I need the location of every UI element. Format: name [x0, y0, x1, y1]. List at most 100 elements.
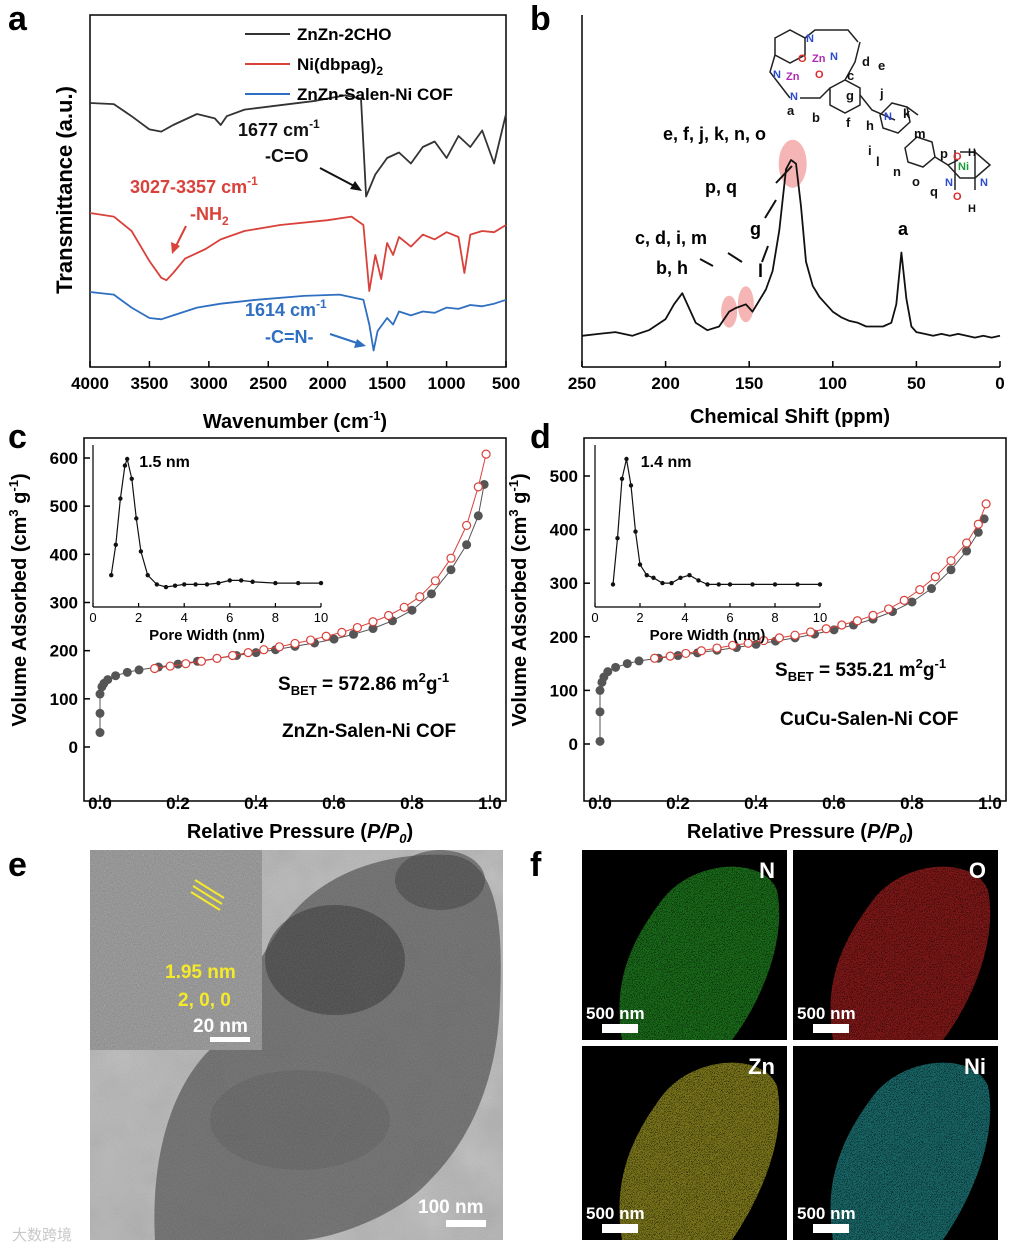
series-line-blue [89, 291, 507, 352]
psd-point [817, 582, 823, 587]
desorption-point [259, 645, 269, 655]
atom-h1: H [968, 147, 976, 159]
annotation-co-wavenumber: 1677 cm-1 [238, 117, 320, 140]
eds-scale-bar-Ni [813, 1224, 849, 1233]
adsorption-point [95, 708, 105, 718]
desorption-point [462, 520, 472, 531]
adsorption-point [595, 707, 605, 717]
pos-k: k [903, 106, 911, 121]
x-tick-label-b-2: 150 [735, 374, 763, 393]
adsorption-point [673, 651, 683, 661]
pos-e: e [878, 58, 885, 73]
pos-i: i [868, 143, 872, 158]
adsorption-point [122, 667, 132, 677]
psd-point [705, 582, 710, 587]
bond-left-bottom [769, 54, 791, 99]
psd-line [612, 458, 820, 586]
scale-label: 100 nm [418, 1197, 483, 1218]
psd-point [172, 583, 178, 588]
pos-p: p [940, 146, 948, 161]
psd-point [716, 582, 721, 587]
inset-x-tick-label-2: 4 [681, 610, 688, 625]
psd-point [727, 582, 733, 587]
psd-point [624, 456, 629, 462]
adsorption-point [111, 671, 121, 681]
desorption-point [981, 499, 991, 509]
x-tick-label-b-4: 50 [907, 374, 926, 393]
adsorption-point [622, 659, 632, 669]
atom-o3: O [953, 151, 962, 163]
adsorption-point [595, 736, 605, 746]
y-tick-label-2-2: 200 [50, 642, 78, 661]
arrow-cdim-left [727, 252, 743, 263]
adsorption-point [973, 527, 983, 537]
psd-point [750, 582, 755, 587]
x-tick-label-3-2: 0.4 [744, 794, 768, 813]
psd-point [619, 476, 625, 481]
y-tick-label-2-5: 500 [50, 497, 78, 516]
psd-point [122, 463, 128, 468]
x-tick-label-3-4: 0.8 [900, 794, 924, 813]
arrow-g [764, 199, 777, 219]
desorption-point [321, 631, 331, 641]
legend-entry-3: ZnZn-Salen-Ni COF [297, 85, 453, 104]
psd-point [193, 582, 198, 587]
atom-h2: H [968, 203, 976, 215]
pos-a: a [787, 103, 795, 118]
psd-point [772, 582, 778, 587]
annotation-arrowhead-co [350, 181, 362, 191]
legend-a: ZnZn-2CHO Ni(dbpag)2 ZnZn-Salen-Ni COF [245, 25, 453, 104]
annotation-arrow-cn [329, 333, 361, 345]
x-tick-label-2-2: 0.4 [244, 794, 268, 813]
panel-label-c: c [8, 418, 27, 456]
bond-right [844, 41, 861, 81]
x-axis-a: 4000 3500 3000 2500 2000 1500 1000 500 [71, 361, 520, 393]
eds-element-label-O: O [969, 858, 986, 883]
inset-x-axis-label: Pore Width (nm) [650, 627, 766, 644]
atom-n7: N [980, 177, 988, 189]
adsorption-point [103, 675, 113, 685]
bet-label-c: SBET = 572.86 m2g-1 [278, 670, 449, 698]
desorption-point [196, 656, 206, 666]
annotation-nh2-wavenumber: 3027-3357 cm-1 [130, 174, 258, 197]
x-tick-label-b-5: 0 [995, 374, 1004, 393]
adsorption-point [595, 685, 605, 695]
panel-c: c 0.0 0.2 0.4 0.6 0.8 1.00100200300400500600 … [6, 418, 507, 846]
peak-label-l: l [758, 261, 763, 281]
desorption-point [243, 647, 253, 658]
y-tick-label-2-3: 300 [50, 594, 78, 613]
miller-index: 2, 0, 0 [178, 990, 231, 1011]
adsorption-point [95, 728, 105, 738]
desorption-point [165, 661, 175, 671]
x-tick-label-a-7: 500 [492, 374, 520, 393]
desorption-point [774, 633, 785, 643]
ring-phenyl-2 [904, 136, 936, 168]
adsorption-point [173, 659, 183, 669]
x-tick-label-a-0: 4000 [71, 374, 109, 393]
pos-b: b [812, 110, 820, 125]
adsorption-point [907, 597, 917, 607]
desorption-point [759, 635, 769, 646]
psd-point [615, 536, 620, 541]
panel-d: d 0.0 0.2 0.4 0.6 0.8 1.0 0 100 200 300 400 500 0 2 4… [506, 418, 1007, 846]
pos-l: l [876, 154, 880, 169]
desorption-point [805, 627, 816, 637]
ring-phenyl-1 [879, 102, 911, 134]
peak-highlight-0 [778, 139, 807, 188]
series-group-c [95, 449, 491, 738]
x-axis-label-c: Relative Pressure (P/P0) [187, 821, 413, 846]
psd-point [109, 572, 114, 578]
x-tick-label-2-4: 0.8 [400, 794, 424, 813]
lattice-fringe-2 [192, 885, 223, 905]
x-tick-label-3-0: 0.0 [588, 794, 612, 813]
psd-point [660, 580, 665, 586]
x-tick-label-b-3: 100 [819, 374, 847, 393]
lattice-fringe-3 [190, 891, 221, 911]
desorption-point [384, 610, 394, 621]
series-group-b [581, 159, 1001, 339]
desorption-point [473, 482, 483, 492]
watermark: 大数跨境 [12, 1226, 72, 1244]
panel-label-f: f [530, 846, 542, 884]
plot-frame-a [89, 14, 507, 368]
psd-point [113, 542, 119, 547]
